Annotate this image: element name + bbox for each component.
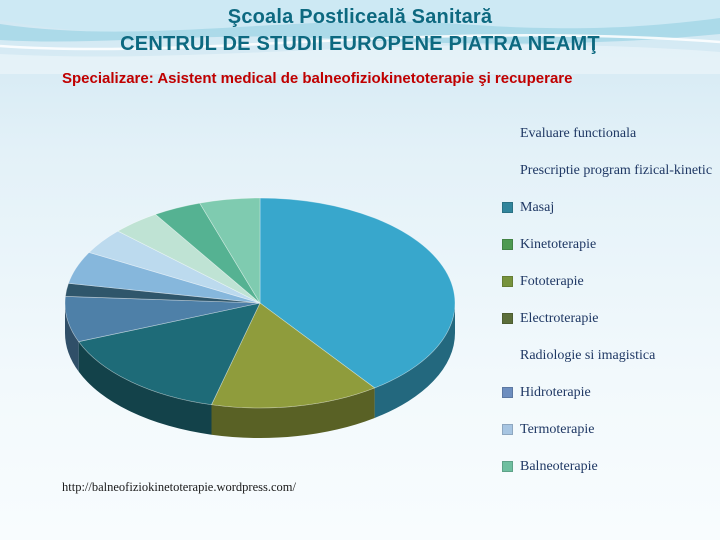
slide-title-line1: Şcoala Postliceală Sanitară [227, 6, 493, 28]
legend-marker [502, 239, 513, 250]
pie-slice [64, 282, 261, 304]
pie-slice [374, 303, 455, 418]
legend-marker [502, 202, 513, 213]
slide-header: Şcoala Postliceală Sanitară CENTRUL DE S… [0, 4, 720, 58]
header-wave-decoration [0, 0, 720, 74]
pie-slice [199, 197, 261, 305]
legend: Evaluare functionala Prescriptie program … [502, 126, 714, 475]
pie-slice [154, 202, 261, 304]
legend-item: Fototerapie [502, 274, 714, 290]
legend-item: Prescriptie program fizical-kinetic [502, 163, 714, 179]
pie-slice [211, 387, 375, 438]
pie-slice [78, 341, 212, 435]
legend-item: Balneoterapie [502, 459, 714, 475]
legend-label: Balneoterapie [520, 459, 598, 474]
legend-label: Hidroterapie [520, 385, 591, 400]
pie-slice [88, 230, 261, 304]
legend-marker [502, 276, 513, 287]
legend-item: Radiologie si imagistica [502, 348, 714, 364]
legend-marker [502, 313, 513, 324]
pie-slice [210, 302, 376, 409]
legend-label: Fototerapie [520, 274, 584, 289]
legend-label: Masaj [520, 200, 555, 215]
legend-label: Termoterapie [520, 422, 595, 437]
pie-slice [117, 213, 261, 304]
pie-chart [64, 197, 456, 438]
legend-item: Electroterapie [502, 311, 714, 327]
legend-label: Electroterapie [520, 311, 599, 326]
footer-url-link[interactable]: http://balneofiziokinetoterapie.wordpres… [62, 480, 296, 494]
pie-chart-area [45, 185, 495, 485]
pie-slice [259, 197, 456, 389]
legend-item: Kinetoterapie [502, 237, 714, 253]
legend-marker [502, 424, 513, 435]
legend-item: Termoterapie [502, 422, 714, 438]
slide-subtitle: Specializare: Asistent medical de balneo… [62, 70, 573, 87]
legend-label: Radiologie si imagistica [520, 348, 656, 363]
legend-label: Kinetoterapie [520, 237, 597, 252]
legend-marker [502, 461, 513, 472]
legend-item: Evaluare functionala [502, 126, 714, 142]
legend-item: Masaj [502, 200, 714, 216]
legend-item: Hidroterapie [502, 385, 714, 401]
pie-slice [67, 252, 261, 304]
slide-title-line2: CENTRUL DE STUDII EUROPENE PIATRA NEAMŢ [120, 33, 600, 55]
pie-slice [65, 303, 79, 372]
pie-slice [78, 302, 261, 406]
legend-marker [502, 387, 513, 398]
pie-slice [64, 296, 261, 343]
legend-label: Evaluare functionala [520, 126, 637, 141]
legend-label: Prescriptie program fizical-kinetic [520, 163, 713, 178]
